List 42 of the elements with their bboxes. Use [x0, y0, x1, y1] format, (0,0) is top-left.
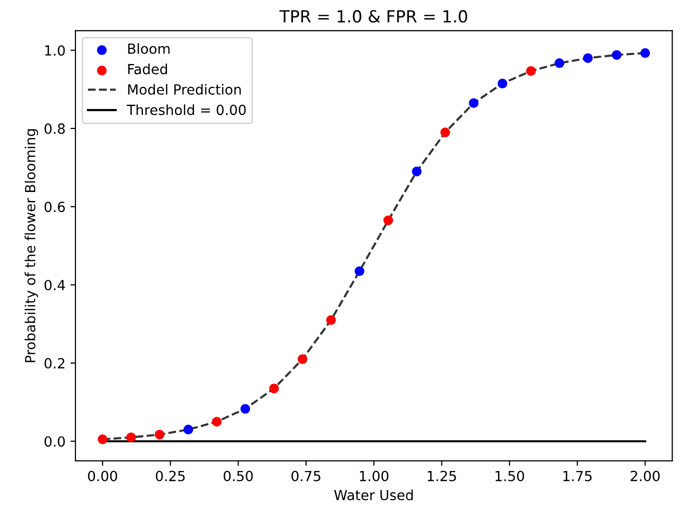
legend-label: Faded [128, 64, 167, 74]
point [583, 53, 593, 63]
point [468, 98, 479, 108]
point [126, 432, 136, 442]
point [440, 128, 450, 138]
legend-label: Threshold = 0.00 [126, 104, 246, 116]
x-tick-label: 1.75 [563, 470, 592, 482]
x-tick-label: 0.50 [224, 470, 253, 482]
x-tick-label: 2.00 [630, 470, 660, 482]
point [326, 315, 336, 325]
point [640, 48, 650, 58]
x-tick-label: 0.00 [88, 470, 118, 482]
y-tick-label: 0.0 [44, 436, 65, 447]
x-tick-label: 0.25 [156, 470, 185, 482]
point [298, 354, 308, 364]
point [183, 424, 194, 434]
point [526, 66, 536, 76]
chart-title: TPR = 1.0 & FPR = 1.0 [279, 10, 468, 23]
x-tick-label: 1.00 [360, 470, 388, 482]
legend-label: Model Prediction [128, 84, 241, 95]
x-tick-label: 1.25 [428, 470, 456, 482]
y-tick-label: 0.4 [44, 280, 65, 290]
point [412, 166, 422, 176]
y-tick-label: 0.2 [44, 358, 64, 369]
point [554, 58, 564, 68]
point [98, 434, 108, 444]
x-axis-title: Water Used [334, 490, 413, 500]
y-tick-label: 0.8 [44, 123, 65, 134]
y-tick-label: 0.6 [44, 202, 65, 212]
y-axis-title: Probability of the flower Blooming [24, 129, 38, 362]
x-tick-label: 0.75 [292, 470, 320, 482]
point [612, 50, 622, 60]
legend-label: Bloom [128, 43, 170, 54]
y-tick-label: 1.0 [45, 45, 65, 56]
point [269, 384, 279, 394]
point [354, 266, 364, 276]
point [240, 404, 250, 414]
point [154, 430, 164, 440]
point [212, 416, 222, 427]
point [383, 215, 394, 226]
point [498, 78, 508, 88]
x-tick-label: 1.50 [496, 470, 524, 482]
